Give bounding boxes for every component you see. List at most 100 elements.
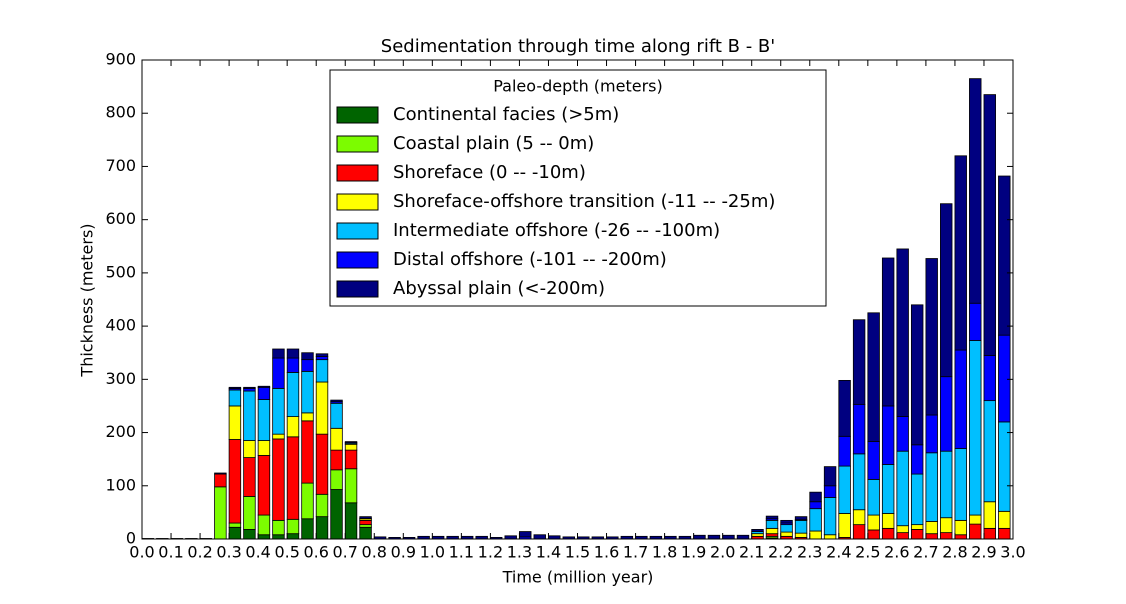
bar-segment [228, 386, 242, 389]
bar-segment [286, 357, 300, 373]
bar-segment [301, 518, 314, 540]
bar-segment [925, 414, 938, 454]
bar-segment [794, 519, 808, 534]
bar-segment [765, 515, 779, 520]
bar-segment [344, 441, 358, 444]
legend-swatch [336, 164, 379, 182]
bar-segment [359, 519, 372, 526]
y-tick-label: 300 [105, 369, 136, 388]
bar-segment [896, 450, 909, 527]
legend-swatch [336, 193, 379, 211]
bar-segment [954, 448, 967, 521]
bar-segment [359, 516, 372, 519]
legend-label: Continental facies (>5m) [393, 104, 619, 125]
bar-segment [315, 433, 329, 495]
legend-swatch [336, 135, 379, 153]
bar-segment [257, 386, 271, 400]
bar-segment [736, 534, 750, 540]
bar-segment [344, 468, 358, 504]
bar-segment [809, 501, 822, 510]
x-tick-label: 1.1 [449, 543, 474, 562]
bar-segment [330, 399, 343, 403]
x-tick-label: 0.9 [391, 543, 416, 562]
bar-segment [852, 524, 866, 540]
bar-segment [867, 529, 880, 540]
bar-segment [925, 452, 938, 522]
bar-segment [214, 486, 227, 540]
bar-segment [228, 439, 242, 524]
bar-segment [214, 472, 227, 475]
legend-swatch [336, 280, 379, 298]
bar-segment [954, 519, 967, 536]
x-tick-label: 0.8 [362, 543, 387, 562]
bar-segment [315, 356, 329, 361]
bar-segment [228, 405, 242, 440]
bar-segment [896, 248, 909, 417]
bar-segment [954, 155, 967, 351]
bar-segment [344, 443, 358, 451]
bar-segment [983, 527, 996, 540]
bar-segment [272, 519, 285, 536]
x-tick-label: 3.0 [1000, 543, 1025, 562]
bar-segment [910, 304, 924, 446]
bar-segment [838, 379, 851, 437]
bar-segment [940, 203, 953, 378]
x-tick-label: 1.5 [565, 543, 590, 562]
x-tick-label: 2.8 [942, 543, 967, 562]
bar-segment [330, 427, 343, 451]
x-tick-label: 0.2 [187, 543, 212, 562]
bar-segment [257, 455, 271, 516]
y-tick-label: 700 [105, 156, 136, 175]
bar-segment [881, 405, 895, 465]
y-tick-label: 600 [105, 209, 136, 228]
x-tick-label: 0.0 [129, 543, 154, 562]
bar-segment [896, 416, 909, 452]
legend-label: Intermediate offshore (-26 -- -100m) [393, 220, 720, 241]
x-axis-label: Time (million year) [502, 568, 654, 587]
x-tick-label: 0.5 [274, 543, 299, 562]
bar-segment [881, 464, 895, 514]
bar-segment [867, 441, 880, 480]
x-tick-label: 1.9 [681, 543, 706, 562]
bar-segment [228, 526, 242, 540]
bar-segment [519, 531, 532, 538]
bar-segment [809, 530, 822, 540]
bar-segment [794, 532, 808, 538]
legend-swatch [336, 251, 379, 269]
bar-segment [272, 357, 285, 389]
bar-segment [272, 534, 285, 540]
y-tick-label: 100 [105, 475, 136, 494]
x-tick-label: 1.2 [478, 543, 503, 562]
bar-segment [301, 412, 314, 422]
bar-segment [969, 523, 982, 540]
legend-label: Shoreface-offshore transition (-11 -- -2… [393, 191, 775, 212]
bar-segment [243, 529, 256, 540]
bar-segment [315, 381, 329, 435]
bar-segment [693, 534, 706, 540]
y-tick-label: 400 [105, 316, 136, 335]
bar-segment [998, 334, 1011, 423]
bar-segment [765, 527, 779, 535]
legend-swatch [336, 222, 379, 240]
x-tick-label: 2.1 [739, 543, 764, 562]
bar-segment [722, 534, 735, 540]
bar-segment [243, 390, 256, 441]
x-tick-label: 1.6 [594, 543, 619, 562]
bar-segment [925, 533, 938, 540]
bar-segment [330, 489, 343, 540]
bar-segment [940, 517, 953, 534]
bar-segment [228, 522, 242, 528]
bar-segment [998, 510, 1011, 529]
bar-segment [925, 258, 938, 416]
legend-label: Distal offshore (-101 -- -200m) [393, 249, 667, 270]
bar-segment [838, 435, 851, 467]
bar-segment [998, 175, 1011, 336]
bar-segment [881, 513, 895, 529]
legend-label: Abyssal plain (<-200m) [393, 278, 605, 299]
chart-title: Sedimentation through time along rift B … [381, 36, 775, 57]
x-tick-label: 1.8 [652, 543, 677, 562]
y-tick-label: 200 [105, 422, 136, 441]
x-tick-label: 0.6 [303, 543, 328, 562]
bar-segment [969, 340, 982, 516]
bar-segment [940, 532, 953, 540]
